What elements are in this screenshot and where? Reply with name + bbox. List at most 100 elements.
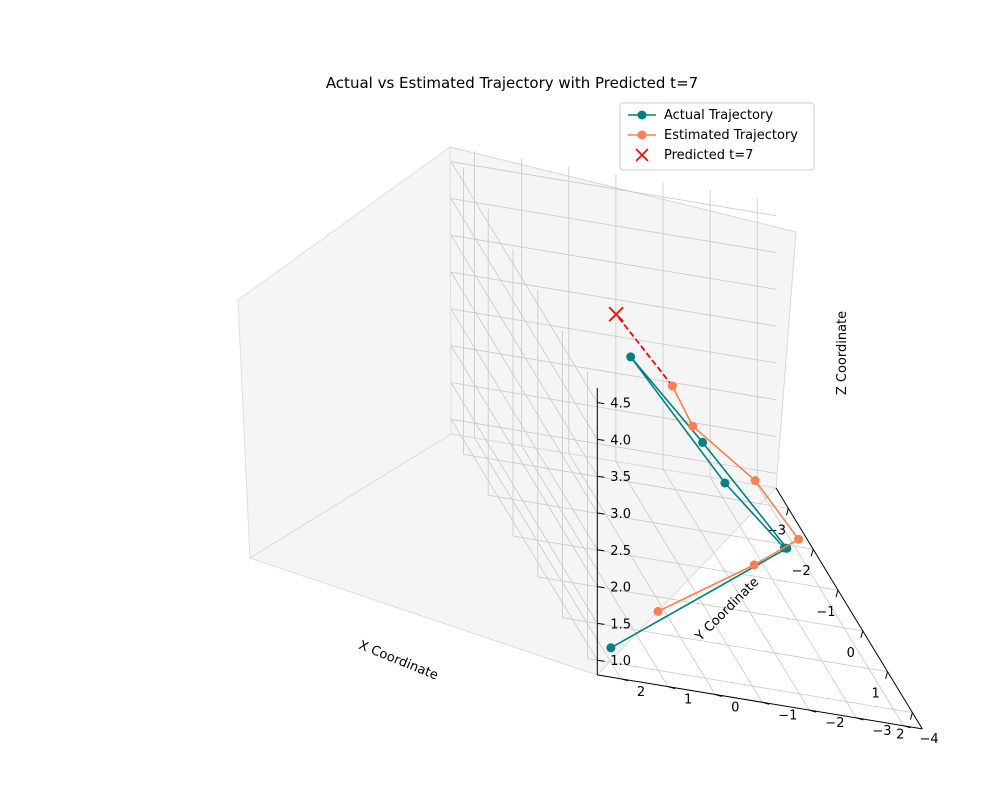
z-tick-label: 3.0 bbox=[610, 507, 631, 522]
estimated-trajectory-point bbox=[749, 560, 759, 570]
grid-line-y-floor bbox=[474, 437, 622, 680]
grid-line-z-left bbox=[450, 418, 777, 474]
grid-line-y-floor bbox=[615, 461, 763, 703]
actual-trajectory-point bbox=[606, 643, 616, 653]
grid-line-y-floor bbox=[662, 468, 810, 711]
chart-title: Actual vs Estimated Trajectory with Pred… bbox=[326, 74, 698, 92]
grid-line-z-back bbox=[450, 308, 598, 551]
z-tick-mark bbox=[597, 586, 605, 589]
grid-line-z-back bbox=[450, 271, 598, 514]
legend-label-predicted: Predicted t=7 bbox=[664, 148, 753, 163]
x-tick-mark bbox=[860, 630, 864, 639]
y-tick-label: −1 bbox=[778, 708, 797, 723]
actual-trajectory-point bbox=[626, 352, 636, 362]
y-axis-line bbox=[597, 674, 923, 730]
z-tick-label: 1.0 bbox=[610, 654, 631, 669]
y-tick-label: −4 bbox=[920, 732, 939, 747]
z-tick-label: 2.5 bbox=[610, 544, 631, 559]
series-layer bbox=[606, 306, 804, 653]
x-tick-label: 1 bbox=[871, 687, 879, 702]
z-tick-mark bbox=[597, 659, 605, 662]
z-tick-mark bbox=[597, 438, 605, 441]
y-tick-label: 0 bbox=[731, 701, 739, 716]
y-tick-mark bbox=[620, 678, 629, 682]
y-tick-label: −2 bbox=[825, 716, 844, 731]
estimated-trajectory-point bbox=[688, 421, 698, 431]
z-axis-label: Z Coordinate bbox=[835, 311, 850, 395]
grid-line-z-back bbox=[450, 382, 598, 624]
grid-line-z-left bbox=[450, 382, 777, 437]
x-tick-mark bbox=[885, 671, 889, 679]
x-tick-label: 0 bbox=[847, 646, 855, 661]
legend-marker-estimated bbox=[637, 130, 647, 140]
x-axis-line bbox=[775, 487, 923, 730]
grid-line-y-floor bbox=[756, 484, 904, 727]
estimated-trajectory-point bbox=[653, 606, 663, 616]
y-tick-mark bbox=[856, 717, 864, 721]
grid-line-z-left bbox=[450, 308, 777, 364]
grid-line-z-back bbox=[450, 161, 598, 403]
y-tick-mark bbox=[809, 709, 817, 713]
grid-line-x-floor bbox=[562, 617, 888, 673]
grid-line-x-floor bbox=[463, 454, 789, 509]
z-tick-label: 2.0 bbox=[610, 581, 631, 596]
x-tick-mark bbox=[785, 508, 789, 516]
z-tick-mark bbox=[597, 549, 605, 552]
x-tick-mark bbox=[909, 712, 913, 720]
y-tick-mark bbox=[667, 686, 676, 690]
prediction-connector bbox=[615, 313, 674, 387]
z-tick-label: 4.5 bbox=[610, 397, 631, 412]
grid-line-z-left bbox=[450, 198, 777, 253]
x-tick-mark bbox=[835, 589, 839, 598]
grid-line-x-floor bbox=[512, 535, 839, 591]
legend-frame bbox=[619, 102, 815, 171]
grid-line-z-left bbox=[450, 161, 777, 217]
legend-label-estimated: Estimated Trajectory bbox=[664, 128, 798, 143]
y-tick-mark bbox=[762, 701, 770, 705]
y-tick-label: −3 bbox=[872, 724, 891, 739]
legend: Actual Trajectory Estimated Trajectory P… bbox=[619, 102, 815, 171]
actual-trajectory-point bbox=[698, 437, 708, 447]
grid-line-x-floor bbox=[537, 576, 863, 632]
legend-marker-predicted bbox=[635, 148, 649, 162]
grid-line-z-back bbox=[450, 345, 598, 587]
estimated-trajectory-point bbox=[794, 534, 804, 544]
z-tick-mark bbox=[597, 512, 605, 515]
predicted-point-marker bbox=[608, 306, 624, 322]
x-tick-label: −2 bbox=[792, 564, 811, 579]
x-tick-label: 2 bbox=[896, 728, 904, 743]
y-tick-label: 1 bbox=[684, 693, 692, 708]
x-tick-mark bbox=[810, 549, 814, 557]
z-tick-label: 3.5 bbox=[610, 470, 631, 485]
grid-line-z-back bbox=[450, 419, 598, 661]
grid-line-y-floor bbox=[568, 453, 716, 695]
actual-trajectory-point bbox=[720, 478, 730, 488]
grid-line-z-left bbox=[450, 234, 777, 290]
z-tick-mark bbox=[597, 475, 605, 478]
grid-line-y-floor bbox=[521, 445, 669, 687]
legend-marker-actual bbox=[637, 110, 647, 120]
legend-label-actual: Actual Trajectory bbox=[664, 108, 773, 123]
grid-line-z-back bbox=[450, 235, 598, 477]
axes bbox=[596, 387, 923, 730]
grid-lines bbox=[450, 150, 913, 727]
grid-line-z-left bbox=[450, 345, 777, 401]
z-tick-mark bbox=[597, 402, 605, 405]
grid-line-x-floor bbox=[488, 494, 814, 550]
estimated-trajectory-point bbox=[667, 381, 677, 391]
grid-line-z-left bbox=[450, 271, 777, 327]
estimated-trajectory-point bbox=[750, 476, 760, 485]
grid-line-x-floor bbox=[587, 658, 913, 713]
z-tick-label: 4.0 bbox=[610, 433, 631, 448]
y-tick-mark bbox=[903, 725, 911, 729]
z-tick-label: 1.5 bbox=[610, 617, 631, 632]
z-tick-mark bbox=[597, 622, 605, 625]
estimated-trajectory-line bbox=[657, 385, 800, 613]
grid-line-y-floor bbox=[709, 476, 857, 719]
x-tick-label: −1 bbox=[816, 605, 835, 620]
y-tick-mark bbox=[714, 694, 723, 697]
y-tick-label: 2 bbox=[637, 685, 645, 700]
